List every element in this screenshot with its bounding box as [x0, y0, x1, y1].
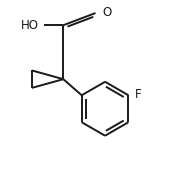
Text: O: O — [102, 6, 111, 19]
Text: HO: HO — [21, 19, 39, 32]
Text: F: F — [135, 88, 141, 101]
